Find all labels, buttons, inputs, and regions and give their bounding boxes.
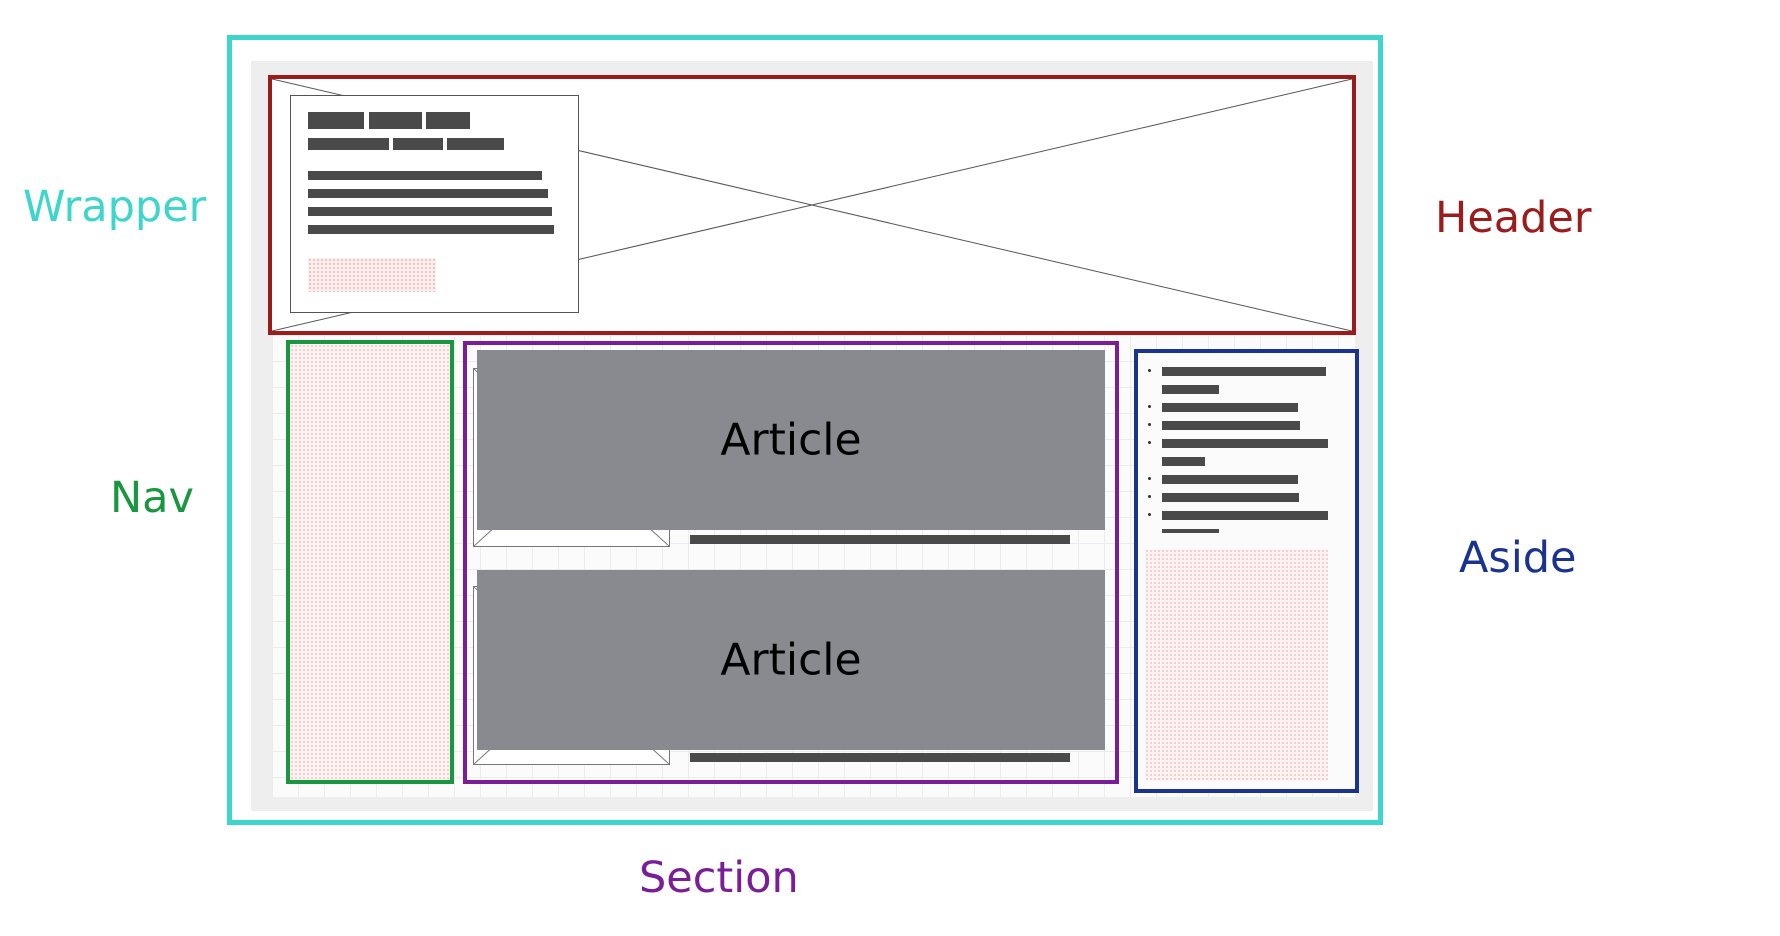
article-text-line xyxy=(690,535,1070,544)
section-label: Section xyxy=(639,853,799,903)
bullet-icon xyxy=(1148,441,1151,444)
bullet-icon xyxy=(1148,369,1151,372)
aside-image-placeholder xyxy=(1145,549,1328,781)
aside-label: Aside xyxy=(1459,533,1577,583)
article-label: Article xyxy=(720,414,862,466)
text-line-placeholder xyxy=(308,207,552,216)
text-line-placeholder xyxy=(308,171,542,180)
wrapper-box xyxy=(227,35,1383,825)
bullet-icon xyxy=(1148,513,1151,516)
text-line-placeholder xyxy=(1162,403,1298,412)
subheading-placeholder xyxy=(393,138,443,150)
heading-placeholder xyxy=(426,112,470,129)
article-box: Article xyxy=(477,570,1105,750)
article-box: Article xyxy=(477,350,1105,530)
heading-placeholder xyxy=(369,112,422,129)
article-label: Article xyxy=(720,634,862,686)
text-line-placeholder xyxy=(1162,457,1205,466)
article-text-line xyxy=(690,753,1070,762)
text-line-placeholder xyxy=(1162,439,1328,448)
heading-placeholder xyxy=(308,112,364,129)
text-line-placeholder xyxy=(1162,385,1219,394)
text-line-placeholder xyxy=(1162,511,1328,520)
wrapper-label: Wrapper xyxy=(23,182,207,232)
nav-box xyxy=(286,340,454,784)
header-label: Header xyxy=(1435,193,1592,243)
text-line-placeholder xyxy=(1162,367,1326,376)
subheading-placeholder xyxy=(447,138,504,150)
text-line-placeholder xyxy=(1162,529,1219,533)
text-line-placeholder xyxy=(308,189,548,198)
text-line-placeholder xyxy=(1162,475,1298,484)
header-text-card xyxy=(290,95,579,313)
bullet-icon xyxy=(1148,477,1151,480)
section-box xyxy=(463,341,1119,784)
button-placeholder xyxy=(308,258,436,292)
subheading-placeholder xyxy=(308,138,389,150)
bullet-icon xyxy=(1148,495,1151,498)
bullet-icon xyxy=(1148,405,1151,408)
bullet-icon xyxy=(1148,423,1151,426)
text-line-placeholder xyxy=(1162,493,1299,502)
nav-label: Nav xyxy=(110,473,194,523)
aside-list xyxy=(1148,365,1338,533)
text-line-placeholder xyxy=(308,225,554,234)
text-line-placeholder xyxy=(1162,421,1300,430)
